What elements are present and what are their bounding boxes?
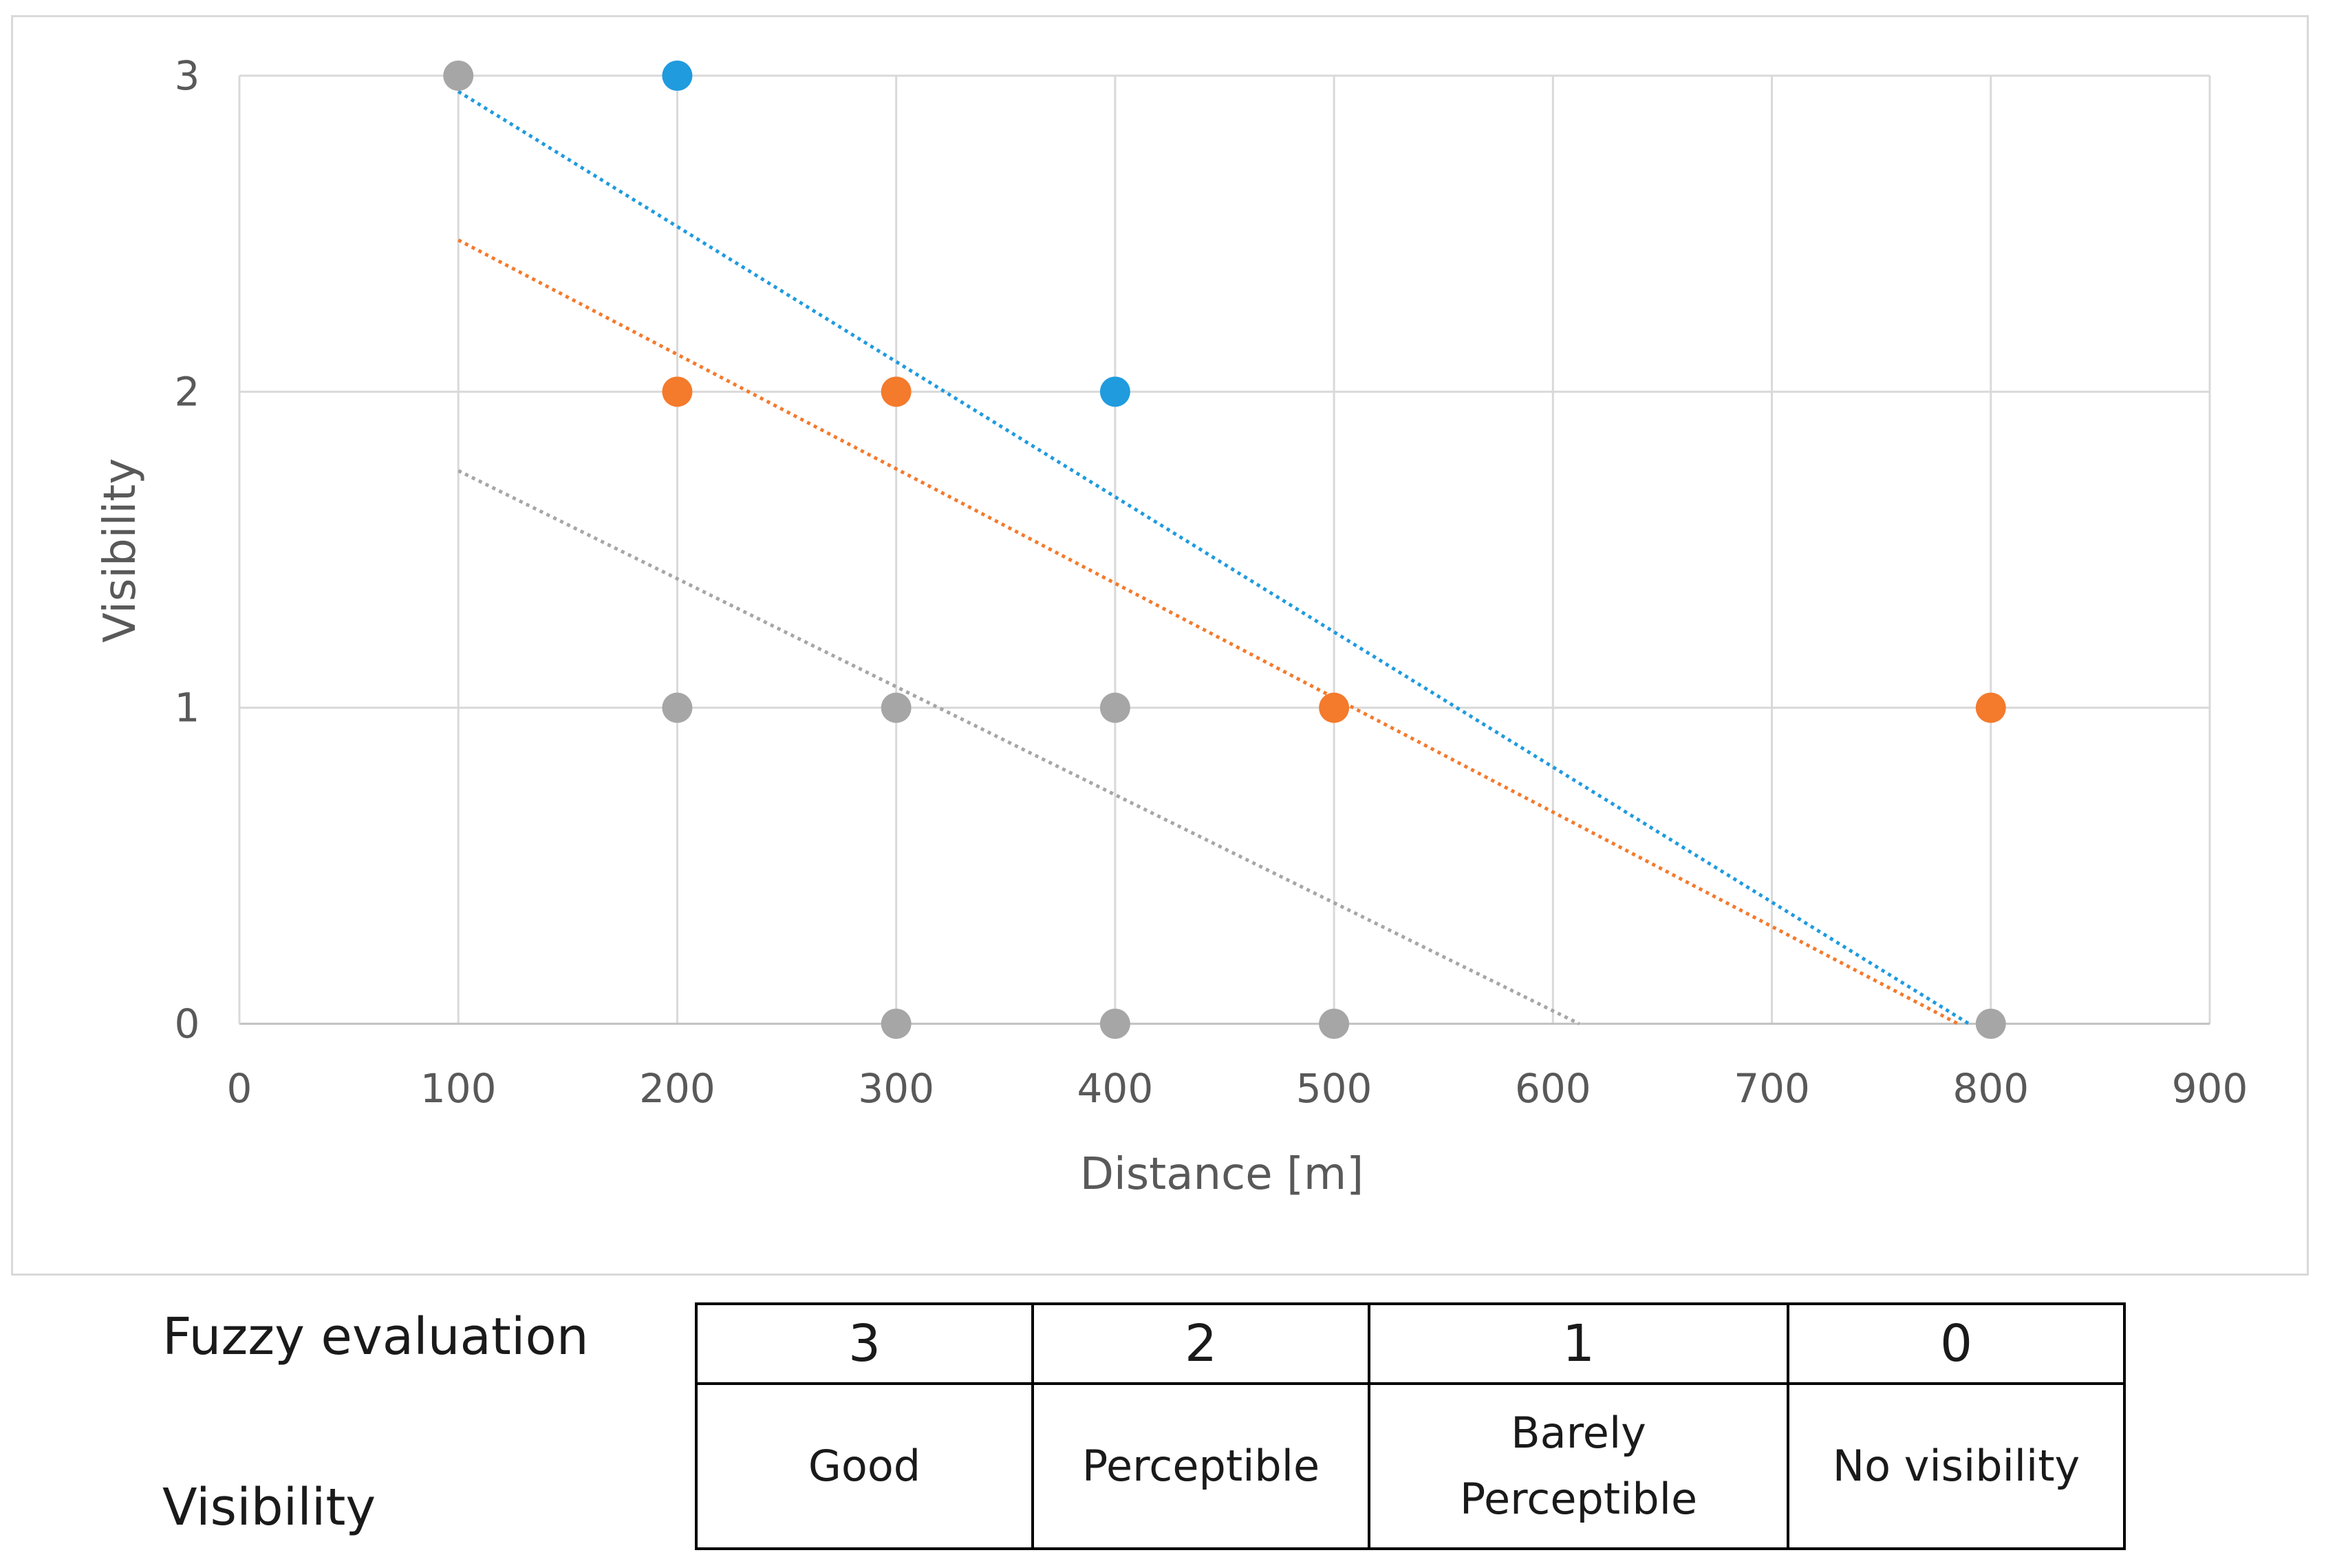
fuzzy-evaluation-table: 3 2 1 0 Good Perceptible Barely Percepti… — [695, 1302, 2126, 1550]
trendline-1 — [457, 238, 1959, 1026]
data-point-series-2 — [1975, 1009, 2006, 1039]
y-tick-label: 2 — [175, 368, 200, 415]
data-point-series-2 — [1099, 692, 1130, 723]
desc-cell-barely-perceptible: Barely Perceptible — [1368, 1382, 1789, 1550]
tick-label-layer: 0 100 200 300 400 500 600 700 800 900 0 1 2 3 — [175, 52, 2248, 1112]
y-tick-label: 3 — [175, 52, 200, 99]
x-tick-label: 500 — [1296, 1065, 1372, 1112]
point-layer — [443, 61, 2006, 1039]
score-cell-0: 0 — [1787, 1302, 2126, 1385]
x-tick-label: 800 — [1952, 1065, 2029, 1112]
data-point-series-0 — [662, 61, 693, 91]
x-tick-label: 900 — [2172, 1065, 2248, 1112]
data-point-series-1 — [662, 376, 693, 407]
y-tick-label: 0 — [175, 1000, 200, 1047]
score-cell-3: 3 — [695, 1302, 1034, 1385]
trendline-2 — [457, 469, 1580, 1026]
y-axis-title: Visibility — [95, 458, 146, 643]
data-point-series-0 — [1099, 376, 1130, 407]
chart-frame — [11, 15, 2309, 1276]
x-tick-label: 0 — [227, 1065, 252, 1112]
desc-cell-perceptible: Perceptible — [1031, 1382, 1370, 1550]
data-point-series-1 — [1975, 692, 2006, 723]
data-point-series-2 — [443, 61, 474, 91]
desc-cell-good: Good — [695, 1382, 1034, 1550]
x-tick-label: 200 — [639, 1065, 715, 1112]
description-row: Good Perceptible Barely Perceptible No v… — [695, 1382, 2126, 1550]
x-tick-label: 700 — [1734, 1065, 1810, 1112]
x-tick-label: 600 — [1515, 1065, 1591, 1112]
data-point-series-1 — [1319, 692, 1350, 723]
x-tick-label: 300 — [858, 1065, 934, 1112]
scatter-chart: 0 100 200 300 400 500 600 700 800 900 0 1 2 3 Distanc… — [95, 52, 2248, 1200]
trendline-0 — [457, 89, 1970, 1026]
y-tick-label: 1 — [175, 685, 200, 731]
fuzzy-evaluation-label: Fuzzy evaluation — [162, 1307, 589, 1366]
desc-cell-no-visibility: No visibility — [1787, 1382, 2126, 1550]
data-point-series-1 — [881, 376, 912, 407]
x-axis-title: Distance [m] — [1080, 1149, 1364, 1200]
grid-layer — [238, 74, 2211, 1025]
data-point-series-2 — [1099, 1009, 1130, 1039]
visibility-label: Visibility — [162, 1478, 376, 1537]
x-tick-label: 400 — [1077, 1065, 1154, 1112]
data-point-series-2 — [1319, 1009, 1350, 1039]
score-cell-1: 1 — [1368, 1302, 1789, 1385]
x-tick-label: 100 — [420, 1065, 497, 1112]
score-cell-2: 2 — [1031, 1302, 1370, 1385]
score-row: 3 2 1 0 — [695, 1302, 2126, 1385]
data-point-series-2 — [881, 692, 912, 723]
data-point-series-2 — [662, 692, 693, 723]
trendline-layer — [457, 89, 1970, 1026]
data-point-series-2 — [881, 1009, 912, 1039]
